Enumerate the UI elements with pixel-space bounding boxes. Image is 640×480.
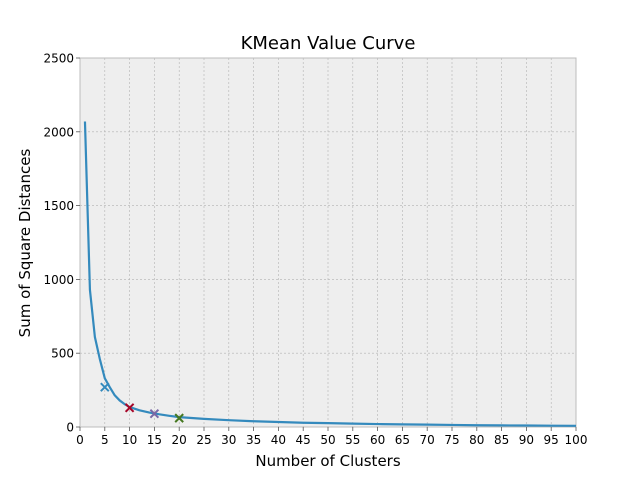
- y-tick-label: 2500: [43, 52, 74, 66]
- x-tick-label: 80: [469, 433, 484, 447]
- y-tick-label: 1500: [43, 199, 74, 213]
- x-marker: [149, 409, 160, 419]
- x-tick-label: 45: [296, 433, 311, 447]
- x-tick-label: 60: [370, 433, 385, 447]
- y-axis-label: Sum of Square Distances: [16, 149, 34, 338]
- marker-layer: [100, 382, 184, 423]
- y-axis-ticks: 0 500 1000 1500 2000 2500: [43, 52, 80, 435]
- x-tick-label: 0: [76, 433, 84, 447]
- x-tick-label: 50: [320, 433, 335, 447]
- x-marker: [100, 382, 110, 392]
- x-tick-label: 70: [420, 433, 435, 447]
- y-tick-label: 500: [51, 347, 74, 361]
- x-marker: [174, 413, 184, 423]
- y-tick-label: 1000: [43, 273, 74, 287]
- y-tick-label: 0: [66, 421, 74, 435]
- x-tick-label: 100: [565, 433, 588, 447]
- x-tick-label: 25: [196, 433, 211, 447]
- x-tick-label: 65: [395, 433, 410, 447]
- x-tick-label: 15: [147, 433, 162, 447]
- x-tick-label: 20: [172, 433, 187, 447]
- x-marker: [124, 403, 135, 413]
- x-tick-label: 90: [519, 433, 534, 447]
- series-layer: [83, 121, 577, 427]
- x-tick-label: 85: [494, 433, 509, 447]
- x-tick-label: 55: [345, 433, 360, 447]
- x-axis-label: Number of Clusters: [255, 452, 400, 470]
- x-tick-label: 40: [271, 433, 286, 447]
- x-tick-label: 5: [101, 433, 109, 447]
- x-tick-label: 95: [544, 433, 559, 447]
- chart-title: KMean Value Curve: [241, 33, 416, 54]
- y-tick-label: 2000: [43, 125, 74, 139]
- series-line: [83, 121, 577, 427]
- x-tick-label: 30: [221, 433, 236, 447]
- x-tick-label: 35: [246, 433, 261, 447]
- x-tick-label: 75: [444, 433, 459, 447]
- x-axis-ticks: 0 5 10 15 20 25 30 35 40 45 50 55 60 65 70 75 80 85 90 95 10…: [76, 427, 587, 447]
- x-tick-label: 10: [122, 433, 137, 447]
